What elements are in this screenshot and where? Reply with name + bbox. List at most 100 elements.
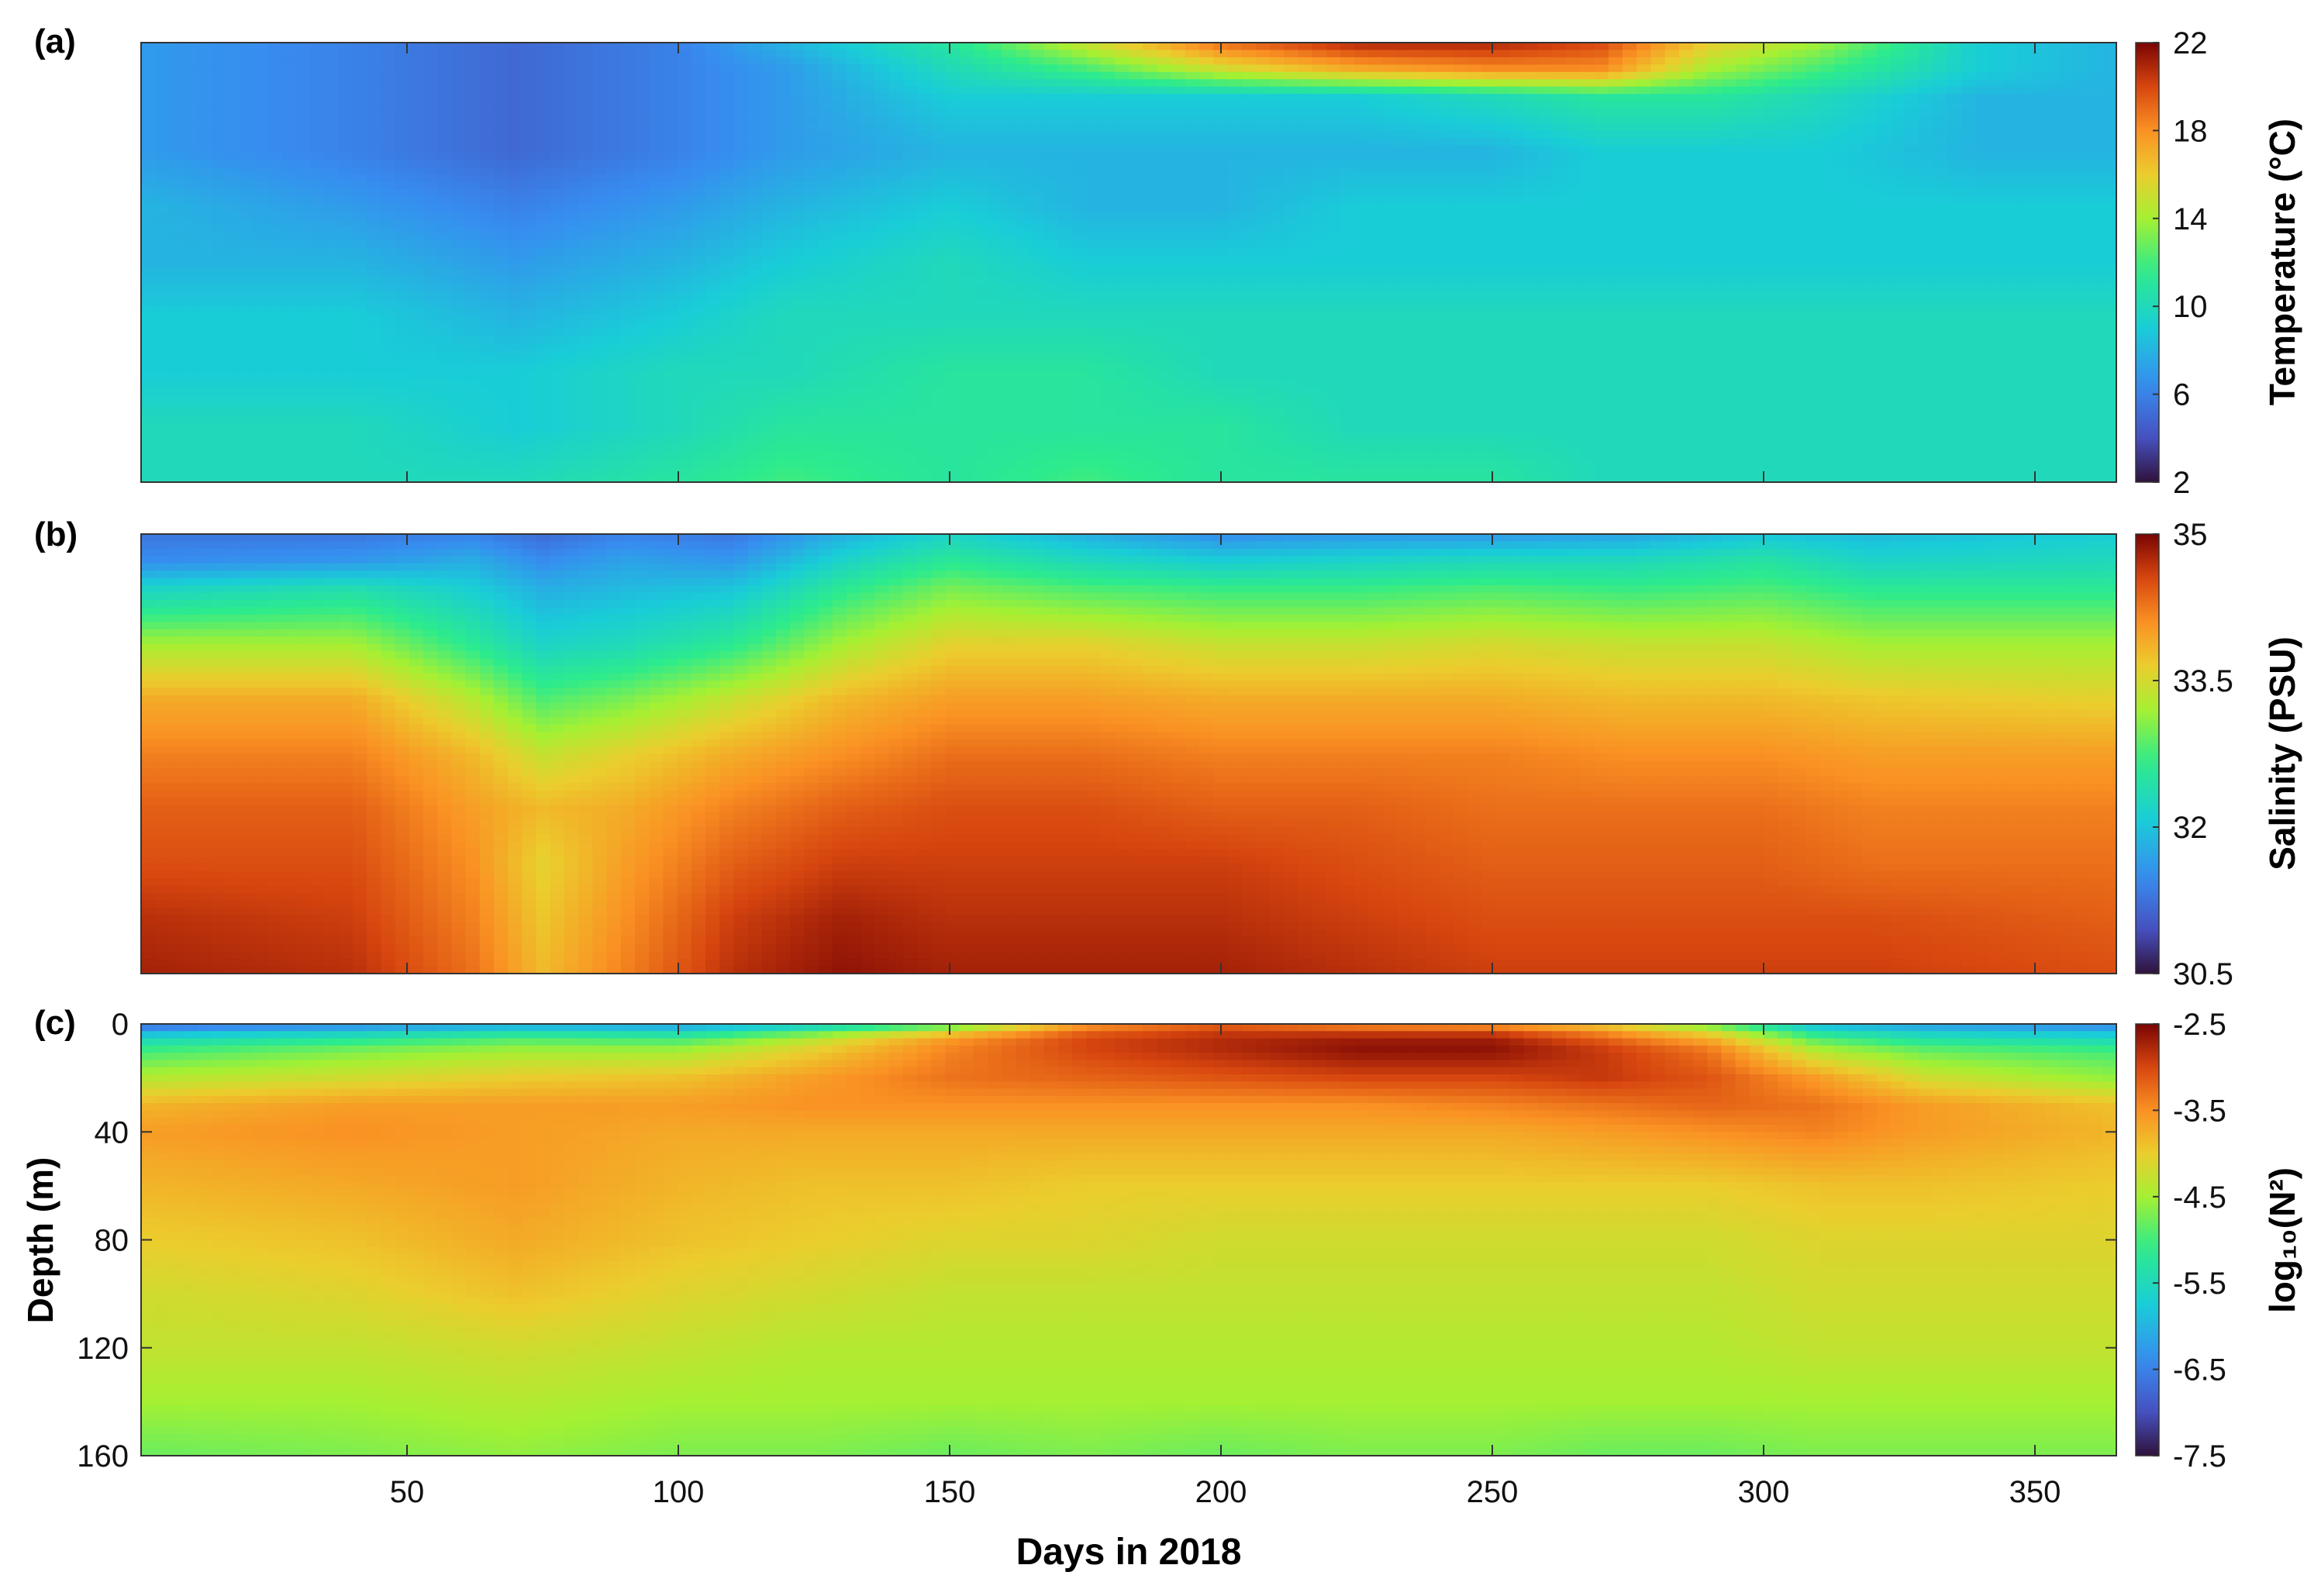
heatmap-cell <box>663 102 678 109</box>
heatmap-cell <box>1242 102 1257 109</box>
heatmap-cell <box>437 43 452 50</box>
heatmap-cell <box>536 94 551 102</box>
heatmap-cell <box>1877 160 1892 167</box>
heatmap-cell <box>1058 138 1073 146</box>
heatmap-cell <box>635 167 650 175</box>
heatmap-cell <box>395 160 410 167</box>
heatmap-cell <box>1044 43 1059 50</box>
heatmap-cell <box>1820 189 1835 197</box>
heatmap-cell <box>1368 87 1383 95</box>
heatmap-cell <box>819 182 833 190</box>
heatmap-cell <box>1764 138 1778 146</box>
heatmap-cell <box>1213 153 1228 160</box>
heatmap-cell <box>762 116 777 124</box>
heatmap-cell <box>1524 87 1539 95</box>
heatmap-cell <box>1044 138 1059 146</box>
heatmap-cell <box>1129 79 1143 87</box>
heatmap-cell <box>1326 72 1341 80</box>
heatmap-cell <box>988 189 1002 197</box>
heatmap-cell <box>141 138 156 146</box>
heatmap-cell <box>678 182 692 190</box>
heatmap-cell <box>1820 79 1835 87</box>
heatmap-cell <box>508 130 522 138</box>
heatmap-cell <box>1636 109 1651 116</box>
heatmap-cell <box>1679 160 1694 167</box>
heatmap-cell <box>1270 64 1285 72</box>
heatmap-cell <box>1679 43 1694 50</box>
heatmap-cell <box>1227 153 1242 160</box>
heatmap-cell <box>1707 116 1722 124</box>
heatmap-cell <box>451 182 466 190</box>
heatmap-cell <box>1016 109 1030 116</box>
heatmap-cell <box>1736 145 1750 153</box>
heatmap-cell <box>325 145 340 153</box>
heatmap-cell <box>141 204 156 212</box>
heatmap-cell <box>1989 43 2004 50</box>
heatmap-cell <box>423 57 438 65</box>
heatmap-cell <box>2032 123 2047 131</box>
heatmap-cell <box>480 219 495 226</box>
heatmap-cell <box>1227 94 1242 102</box>
heatmap-cell <box>2060 57 2074 65</box>
heatmap-cell <box>353 87 367 95</box>
heatmap-cell <box>719 211 734 219</box>
heatmap-cell <box>494 130 509 138</box>
heatmap-cell <box>1058 196 1073 204</box>
heatmap-cell <box>1481 145 1496 153</box>
heatmap-cell <box>1919 102 1933 109</box>
heatmap-cell <box>1058 130 1073 138</box>
heatmap-cell <box>1171 123 1186 131</box>
heatmap-cell <box>1862 72 1877 80</box>
heatmap-cell <box>508 87 522 95</box>
heatmap-cell <box>1947 72 1962 80</box>
heatmap-cell <box>1848 167 1863 175</box>
heatmap-cell <box>564 43 579 50</box>
heatmap-cell <box>1227 64 1242 72</box>
heatmap-cell <box>1919 138 1933 146</box>
heatmap-cell <box>2088 130 2103 138</box>
heatmap-cell <box>733 182 748 190</box>
heatmap-cell <box>1975 50 1990 57</box>
heatmap-cell <box>367 160 381 167</box>
heatmap-cell <box>1185 174 1200 182</box>
heatmap-cell <box>1820 138 1835 146</box>
heatmap-cell <box>790 174 805 182</box>
heatmap-cell <box>1905 109 1919 116</box>
heatmap-cell <box>1227 109 1242 116</box>
heatmap-cell <box>847 116 861 124</box>
heatmap-cell <box>2102 167 2117 175</box>
heatmap-cell <box>1764 79 1778 87</box>
heatmap-cell <box>1326 102 1341 109</box>
heatmap-cell <box>988 196 1002 204</box>
heatmap-cell <box>437 57 452 65</box>
heatmap-cell <box>1877 79 1892 87</box>
heatmap-cell <box>889 64 904 72</box>
heatmap-cell <box>1242 182 1257 190</box>
heatmap-cell <box>678 57 692 65</box>
heatmap-cell <box>155 116 170 124</box>
heatmap-cell <box>1820 204 1835 212</box>
heatmap-cell <box>254 43 269 50</box>
heatmap-cell <box>1623 43 1637 50</box>
heatmap-cell <box>1439 79 1454 87</box>
heatmap-cell <box>169 145 184 153</box>
heatmap-cell <box>691 79 706 87</box>
heatmap-cell <box>1679 204 1694 212</box>
heatmap-cell <box>1693 94 1708 102</box>
heatmap-cell <box>1298 57 1312 65</box>
heatmap-cell <box>1439 174 1454 182</box>
heatmap-cell <box>1693 204 1708 212</box>
heatmap-cell <box>1326 50 1341 57</box>
heatmap-cell <box>395 219 410 226</box>
heatmap-cell <box>1312 102 1327 109</box>
heatmap-cell <box>1764 94 1778 102</box>
heatmap-cell <box>931 109 946 116</box>
heatmap-cell <box>2032 57 2047 65</box>
heatmap-cell <box>1312 211 1327 219</box>
heatmap-cell <box>1227 102 1242 109</box>
heatmap-cell <box>1509 196 1524 204</box>
heatmap-cell <box>1354 43 1369 50</box>
heatmap-cell <box>1495 211 1510 219</box>
heatmap-cell <box>1792 196 1806 204</box>
heatmap-cell <box>804 182 819 190</box>
